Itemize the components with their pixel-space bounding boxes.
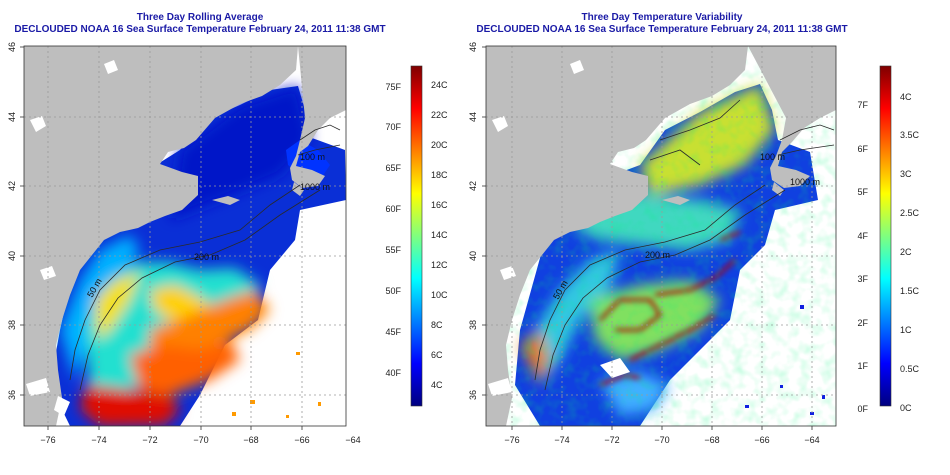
- left-cbar-c: 18C: [431, 170, 448, 180]
- right-cbar-c: 1C: [900, 325, 912, 335]
- right-lat-tick: 44: [468, 112, 478, 122]
- left-cbar-c: 22C: [431, 110, 448, 120]
- left-cbar-f: 65F: [385, 163, 401, 173]
- left-axes: −76 −74 −72 −70 −68 −66 −64 46 44 42 40 …: [7, 42, 361, 445]
- left-cbar-c: 20C: [431, 140, 448, 150]
- right-lon-tick: −64: [804, 435, 819, 445]
- right-cbar-f: 0F: [857, 404, 868, 414]
- left-subtitle: DECLOUDED NOAA 16 Sea Surface Temperatur…: [14, 24, 386, 35]
- left-contours: [69, 124, 341, 391]
- right-cbar-c: 3.5C: [900, 130, 920, 140]
- left-lon-tick: −64: [345, 435, 360, 445]
- right-lon-tick: −76: [504, 435, 519, 445]
- left-cbar-c: 6C: [431, 350, 443, 360]
- right-colorbar: 7F 6F 5F 4F 3F 2F 1F 0F 4C 3.5C 3C 2.5C …: [857, 65, 920, 414]
- right-title: Three Day Temperature Variability: [581, 12, 743, 23]
- left-map: 200 m 100 m 1000 m 50 m: [24, 46, 346, 426]
- right-lon-tick: −72: [604, 435, 619, 445]
- right-cbar-c: 0C: [900, 403, 912, 413]
- left-lon-tick: −68: [243, 435, 258, 445]
- left-lon-tick: −70: [193, 435, 208, 445]
- left-lat-tick: 40: [7, 251, 17, 261]
- left-lon-tick: −66: [294, 435, 309, 445]
- right-contour-100: 100 m: [760, 152, 785, 162]
- right-cbar-f: 3F: [857, 274, 868, 284]
- left-contour-200: 200 m: [194, 252, 219, 262]
- right-cbar-c: 4C: [900, 92, 912, 102]
- left-lat-tick: 44: [7, 112, 17, 122]
- left-lat-tick: 46: [7, 42, 17, 52]
- left-contour-1000: 1000 m: [300, 182, 330, 192]
- right-lat-tick: 46: [468, 42, 478, 52]
- left-cbar-c: 16C: [431, 200, 448, 210]
- right-lon-tick: −68: [704, 435, 719, 445]
- right-lon-tick: −66: [754, 435, 769, 445]
- left-land: [24, 46, 346, 426]
- right-lat-tick: 36: [468, 390, 478, 400]
- left-cbar-f: 75F: [385, 82, 401, 92]
- right-cbar-f: 1F: [857, 361, 868, 371]
- right-cbar-c: 0.5C: [900, 364, 920, 374]
- right-cbar-c: 1.5C: [900, 286, 920, 296]
- left-sst-field: [50, 86, 346, 426]
- left-colorbar: 75F 70F 65F 60F 55F 50F 45F 40F 24C 22C …: [385, 65, 448, 407]
- left-cbar-f: 70F: [385, 122, 401, 132]
- right-subtitle: DECLOUDED NOAA 16 Sea Surface Temperatur…: [476, 24, 848, 35]
- right-contours: [534, 99, 835, 391]
- right-cbar-c: 3C: [900, 169, 912, 179]
- left-cbar-c: 14C: [431, 230, 448, 240]
- right-cbar-f: 6F: [857, 144, 868, 154]
- left-cbar-c: 12C: [431, 260, 448, 270]
- left-title: Three Day Rolling Average: [136, 12, 264, 23]
- right-map-frame: [485, 45, 837, 427]
- right-cbar-f: 2F: [857, 318, 868, 328]
- right-lat-tick: 40: [468, 251, 478, 261]
- right-cbar-f: 4F: [857, 231, 868, 241]
- left-cbar-f: 60F: [385, 204, 401, 214]
- right-lon-tick: −70: [654, 435, 669, 445]
- right-cbar-f: 7F: [857, 100, 868, 110]
- right-contour-200: 200 m: [645, 250, 670, 260]
- left-cbar-c: 4C: [431, 380, 443, 390]
- left-cbar-f: 55F: [385, 245, 401, 255]
- left-lon-tick: −76: [40, 435, 55, 445]
- right-cbar-c: 2C: [900, 247, 912, 257]
- right-axes: −76 −74 −72 −70 −68 −66 −64 46 44 42 40 …: [468, 42, 820, 445]
- left-contour-100: 100 m: [300, 152, 325, 162]
- left-cbar-c: 24C: [431, 80, 448, 90]
- left-map-frame: [23, 45, 347, 427]
- right-lat-tick: 42: [468, 181, 478, 191]
- left-cbar-f: 50F: [385, 286, 401, 296]
- left-lat-tick: 36: [7, 390, 17, 400]
- right-lakes: [488, 60, 630, 396]
- left-cbar-c: 10C: [431, 290, 448, 300]
- left-lat-tick: 42: [7, 181, 17, 191]
- left-cbar-f: 45F: [385, 327, 401, 337]
- right-graticule: [486, 46, 836, 426]
- left-lon-tick: −72: [142, 435, 157, 445]
- left-cbar-c: 8C: [431, 320, 443, 330]
- right-contour-1000: 1000 m: [790, 177, 820, 187]
- left-cbar-f: 40F: [385, 368, 401, 378]
- right-cbar-c: 2.5C: [900, 208, 920, 218]
- left-lat-tick: 38: [7, 320, 17, 330]
- right-map: 200 m 100 m 1000 m 50 m: [486, 46, 836, 426]
- right-lon-tick: −74: [554, 435, 569, 445]
- right-cbar-f: 5F: [857, 187, 868, 197]
- left-lakes: [26, 60, 118, 416]
- right-lat-tick: 38: [468, 320, 478, 330]
- left-lon-tick: −74: [91, 435, 106, 445]
